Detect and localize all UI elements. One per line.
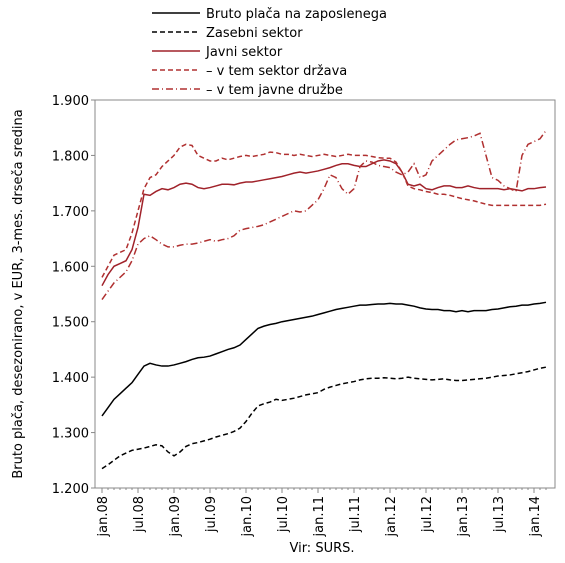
y-tick-label: 1.800 <box>52 149 89 164</box>
x-tick-label: jan.14 <box>528 496 543 538</box>
y-tick-label: 1.400 <box>52 371 89 386</box>
y-tick-label: 1.300 <box>52 427 89 442</box>
series-line <box>101 159 547 287</box>
x-tick-label: jul.12 <box>420 496 435 533</box>
x-tick-label: jan.10 <box>240 496 255 538</box>
x-tick-label: jul.13 <box>492 496 507 533</box>
x-tick-label: jul.11 <box>348 496 363 533</box>
x-tick-label: jan.09 <box>168 496 183 538</box>
x-tick-label: jul.09 <box>204 496 219 533</box>
y-tick-label: 1.900 <box>52 94 89 109</box>
legend-label: – v tem javne družbe <box>206 83 343 98</box>
y-tick-label: 1.500 <box>52 316 89 331</box>
x-tick-label: jul.08 <box>132 496 147 533</box>
x-tick-label: jan.08 <box>96 496 111 538</box>
y-tick-label: 1.700 <box>52 205 89 220</box>
series-line <box>101 301 547 417</box>
y-tick-label: 1.600 <box>52 260 89 275</box>
plot-frame <box>94 99 556 489</box>
x-tick-label: jan.13 <box>456 496 471 538</box>
x-tick-label: jul.10 <box>276 496 291 533</box>
series-line <box>101 143 547 278</box>
legend-label: Zasebni sektor <box>206 26 303 41</box>
legend-label: Bruto plača na zaposlenega <box>206 7 387 22</box>
x-axis-title: Vir: SURS. <box>289 541 354 556</box>
y-tick-label: 1.200 <box>52 482 89 497</box>
series-line <box>101 130 547 300</box>
x-tick-label: jan.12 <box>384 496 399 538</box>
legend-label: Javni sektor <box>205 45 283 60</box>
series-line <box>101 366 547 470</box>
legend-label: – v tem sektor država <box>206 64 347 79</box>
y-axis-title: Bruto plača, desezonirano, v EUR, 3-mes.… <box>11 109 26 478</box>
x-tick-label: jan.11 <box>312 496 327 538</box>
